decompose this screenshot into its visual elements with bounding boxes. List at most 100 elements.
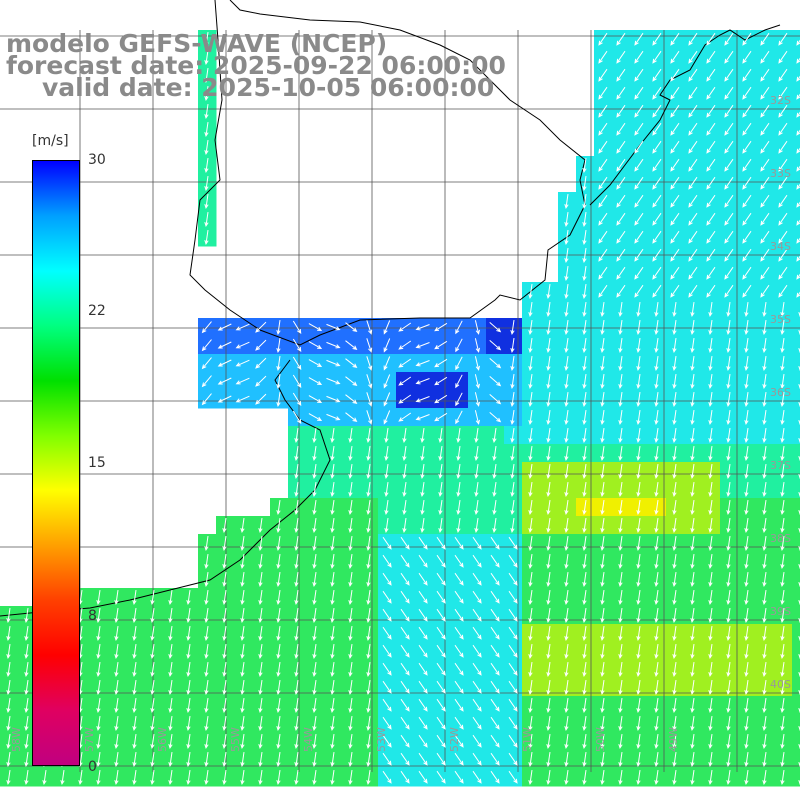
- wind-arrow: [454, 536, 464, 550]
- wind-arrow: [798, 599, 800, 606]
- wind-arrow: [762, 410, 767, 426]
- wind-arrow: [312, 428, 317, 444]
- wind-arrow: [744, 680, 749, 696]
- wind-arrow: [114, 716, 119, 732]
- wind-arrow: [582, 176, 587, 192]
- wind-arrow: [670, 248, 680, 262]
- wind-arrow: [672, 356, 677, 372]
- wind-arrow: [798, 329, 800, 336]
- wind-arrow: [276, 644, 281, 660]
- wind-arrow: [780, 446, 785, 462]
- latitude-labels: 32S 33S 34S 35S 36S 37S 38S 39S 40S: [770, 94, 791, 691]
- wind-arrow: [528, 410, 533, 426]
- wind-arrow: [546, 572, 551, 588]
- wind-arrow: [400, 662, 410, 676]
- wind-arrow: [744, 644, 749, 660]
- wind-arrow: [744, 374, 749, 390]
- wind-arrow: [438, 500, 443, 516]
- wind-arrow: [798, 671, 800, 678]
- wind-arrow: [724, 140, 734, 154]
- wind-arrow: [400, 716, 410, 730]
- wind-arrow: [760, 50, 770, 64]
- wind-arrow: [308, 377, 323, 385]
- wind-arrow: [706, 230, 716, 244]
- wind-arrow: [762, 608, 767, 624]
- wind-arrow: [670, 140, 680, 154]
- wind-arrow: [780, 770, 785, 786]
- wind-arrow: [726, 410, 731, 426]
- wind-arrow: [636, 698, 641, 714]
- wind-arrow: [456, 446, 461, 462]
- wind-arrow: [383, 320, 391, 335]
- wind-arrow: [654, 608, 659, 624]
- model-title: modelo GEFS-WAVE (NCEP): [6, 29, 388, 58]
- wind-arrow: [744, 428, 749, 444]
- wind-arrow: [258, 662, 263, 678]
- wind-arrow: [672, 680, 677, 696]
- wind-arrow: [528, 374, 533, 390]
- wind-arrow: [348, 716, 353, 732]
- wind-arrow: [670, 32, 680, 46]
- wind-arrow: [420, 446, 425, 462]
- wind-arrow: [706, 104, 716, 118]
- wind-arrow: [616, 230, 626, 244]
- wind-arrow: [760, 122, 770, 136]
- wind-arrow: [634, 50, 644, 64]
- wind-arrow: [744, 590, 749, 606]
- wind-cell: [792, 120, 800, 139]
- wind-arrow: [600, 752, 605, 768]
- wind-cell: [792, 678, 800, 697]
- wind-arrow: [564, 392, 569, 408]
- wind-arrow: [798, 581, 800, 588]
- wind-arrow: [600, 680, 605, 696]
- wind-arrow: [312, 446, 317, 462]
- wind-arrow: [294, 500, 299, 516]
- wind-arrow: [564, 680, 569, 696]
- wind-arrow: [636, 338, 641, 354]
- wind-arrow: [312, 608, 317, 624]
- wind-arrow: [654, 770, 659, 786]
- wind-arrow: [348, 590, 353, 606]
- wind-arrow: [510, 464, 515, 480]
- wind-arrow: [510, 356, 515, 372]
- wind-arrow: [762, 554, 767, 570]
- wind-arrow: [6, 698, 11, 714]
- wind-arrow: [600, 734, 605, 750]
- wind-arrow: [598, 230, 608, 244]
- wind-arrow: [400, 572, 410, 586]
- wind-arrow: [796, 75, 800, 82]
- wind-cell: [792, 642, 800, 661]
- wind-arrow: [654, 536, 659, 552]
- wind-arrow: [780, 338, 785, 354]
- wind-arrow: [96, 626, 101, 642]
- wind-arrow: [418, 716, 428, 730]
- wind-arrow: [276, 572, 281, 588]
- wind-arrow: [726, 626, 731, 642]
- wind-arrow: [204, 680, 209, 696]
- wind-arrow: [6, 644, 11, 660]
- wind-arrow: [528, 626, 533, 642]
- wind-arrow: [204, 716, 209, 732]
- wind-arrow: [598, 158, 608, 172]
- wind-arrow: [276, 716, 281, 732]
- wind-arrow: [690, 302, 695, 318]
- wind-arrow: [636, 446, 641, 462]
- wind-arrow: [186, 752, 191, 768]
- wind-arrow: [780, 302, 785, 318]
- wind-arrow: [366, 734, 371, 750]
- wind-arrow: [204, 230, 209, 246]
- wind-arrow: [186, 734, 191, 750]
- wind-arrow: [652, 230, 662, 244]
- wind-arrow: [132, 680, 137, 696]
- wind-arrow: [348, 464, 353, 480]
- wind-arrow: [528, 716, 533, 732]
- wind-arrow: [366, 608, 371, 624]
- wind-arrow: [436, 626, 446, 640]
- wind-arrow: [688, 212, 698, 226]
- wind-arrow: [726, 716, 731, 732]
- wind-arrow: [780, 374, 785, 390]
- wind-arrow: [255, 321, 267, 333]
- wind-cell: [792, 156, 800, 175]
- wind-arrow: [744, 554, 749, 570]
- wind-arrow: [688, 230, 698, 244]
